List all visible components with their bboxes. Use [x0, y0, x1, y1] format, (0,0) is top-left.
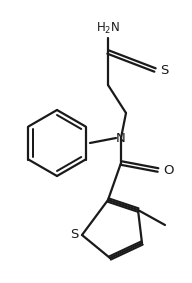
- Text: S: S: [160, 63, 168, 76]
- Text: N: N: [116, 132, 126, 145]
- Text: O: O: [164, 164, 174, 177]
- Text: H$_2$N: H$_2$N: [96, 20, 120, 36]
- Text: S: S: [70, 228, 78, 241]
